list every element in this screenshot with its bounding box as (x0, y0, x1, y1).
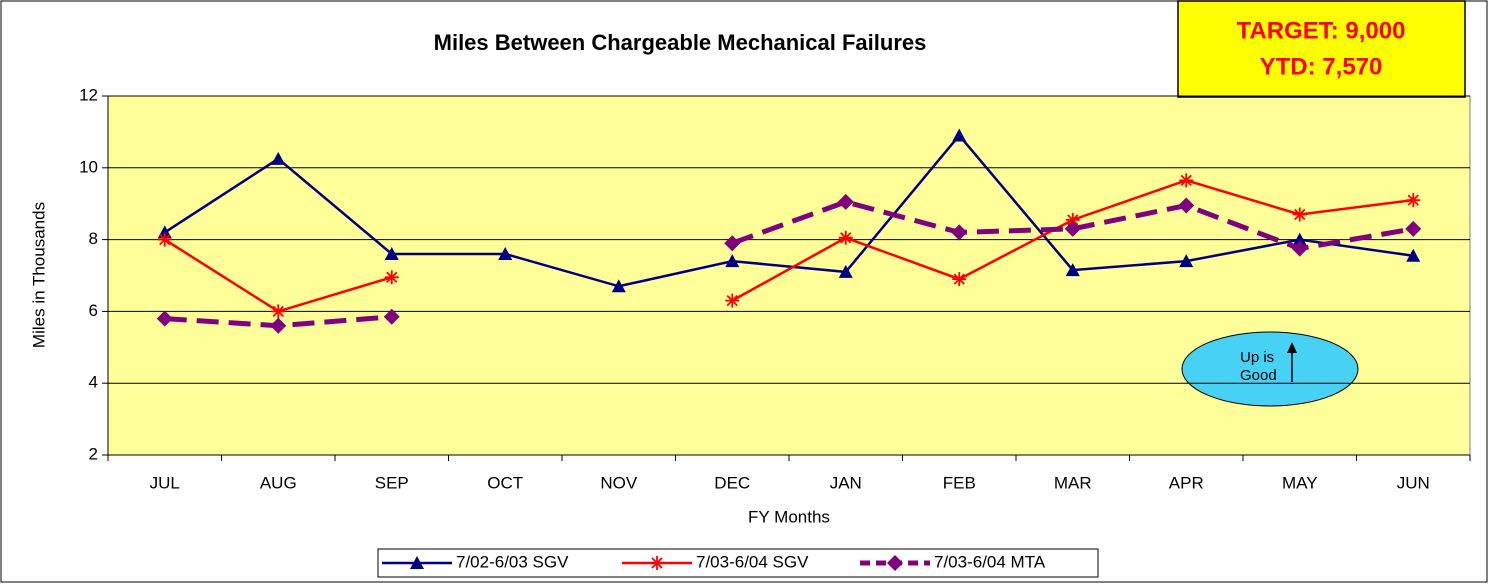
note-ellipse (1181, 331, 1359, 407)
series-line (164, 133, 1414, 288)
marker (270, 317, 287, 334)
marker (838, 230, 853, 245)
legend-marker (887, 555, 903, 571)
y-tick-label: 6 (89, 301, 98, 320)
x-tick-label: FEB (943, 473, 976, 492)
marker (383, 308, 400, 325)
y-tick-label: 10 (79, 157, 98, 176)
marker (1179, 173, 1194, 188)
x-tick-label: JUL (150, 473, 180, 492)
legend-label: 7/03-6/04 SGV (696, 552, 809, 571)
marker (384, 270, 399, 285)
y-tick-label: 8 (89, 229, 98, 248)
marker (725, 254, 740, 268)
legend-marker (410, 556, 424, 569)
legend-label: 7/03-6/04 MTA (934, 552, 1046, 571)
x-tick-label: MAY (1282, 473, 1318, 492)
marker (156, 310, 173, 327)
marker (1291, 240, 1308, 257)
x-tick-label: APR (1169, 473, 1204, 492)
x-tick-label: NOV (600, 473, 638, 492)
marker (724, 235, 741, 252)
marker (952, 272, 967, 287)
marker (384, 246, 399, 260)
x-tick-label: MAR (1054, 473, 1092, 492)
legend-box (377, 548, 1099, 578)
x-tick-label: OCT (487, 473, 523, 492)
marker (611, 279, 626, 293)
note-text: Up is (1240, 349, 1274, 366)
marker (837, 193, 854, 210)
chart-title: Miles Between Chargeable Mechanical Fail… (434, 30, 927, 55)
marker (952, 128, 967, 142)
y-tick-label: 4 (89, 373, 98, 392)
marker (951, 224, 968, 241)
x-tick-label: SEP (375, 473, 409, 492)
note-arrow-head (1287, 342, 1297, 353)
x-tick-label: DEC (714, 473, 750, 492)
target-text: TARGET: 9,000 (1237, 17, 1406, 44)
legend-label: 7/02-6/03 SGV (456, 552, 569, 571)
x-tick-label: AUG (260, 473, 297, 492)
marker (725, 293, 740, 308)
y-tick-label: 12 (79, 85, 98, 104)
marker (498, 246, 513, 260)
marker (1292, 232, 1307, 246)
y-axis-label: Miles in Thousands (29, 202, 48, 348)
y-tick-label: 2 (89, 444, 98, 463)
x-tick-label: JAN (830, 473, 862, 492)
legend-marker (650, 556, 664, 570)
marker (1406, 248, 1421, 262)
marker (1065, 263, 1080, 277)
marker (271, 304, 286, 319)
note-text: Good (1240, 367, 1277, 384)
marker (838, 264, 853, 278)
target-box (1177, 0, 1466, 98)
marker (1065, 212, 1080, 227)
x-axis-label: FY Months (748, 507, 830, 526)
marker (1405, 220, 1422, 237)
marker (1179, 254, 1194, 268)
marker (157, 232, 172, 247)
marker (1178, 197, 1195, 214)
marker (271, 151, 286, 165)
x-tick-label: JUN (1397, 473, 1430, 492)
marker (1064, 220, 1081, 237)
marker (1406, 193, 1421, 208)
ytd-text: YTD: 7,570 (1260, 53, 1383, 80)
marker (1292, 207, 1307, 222)
